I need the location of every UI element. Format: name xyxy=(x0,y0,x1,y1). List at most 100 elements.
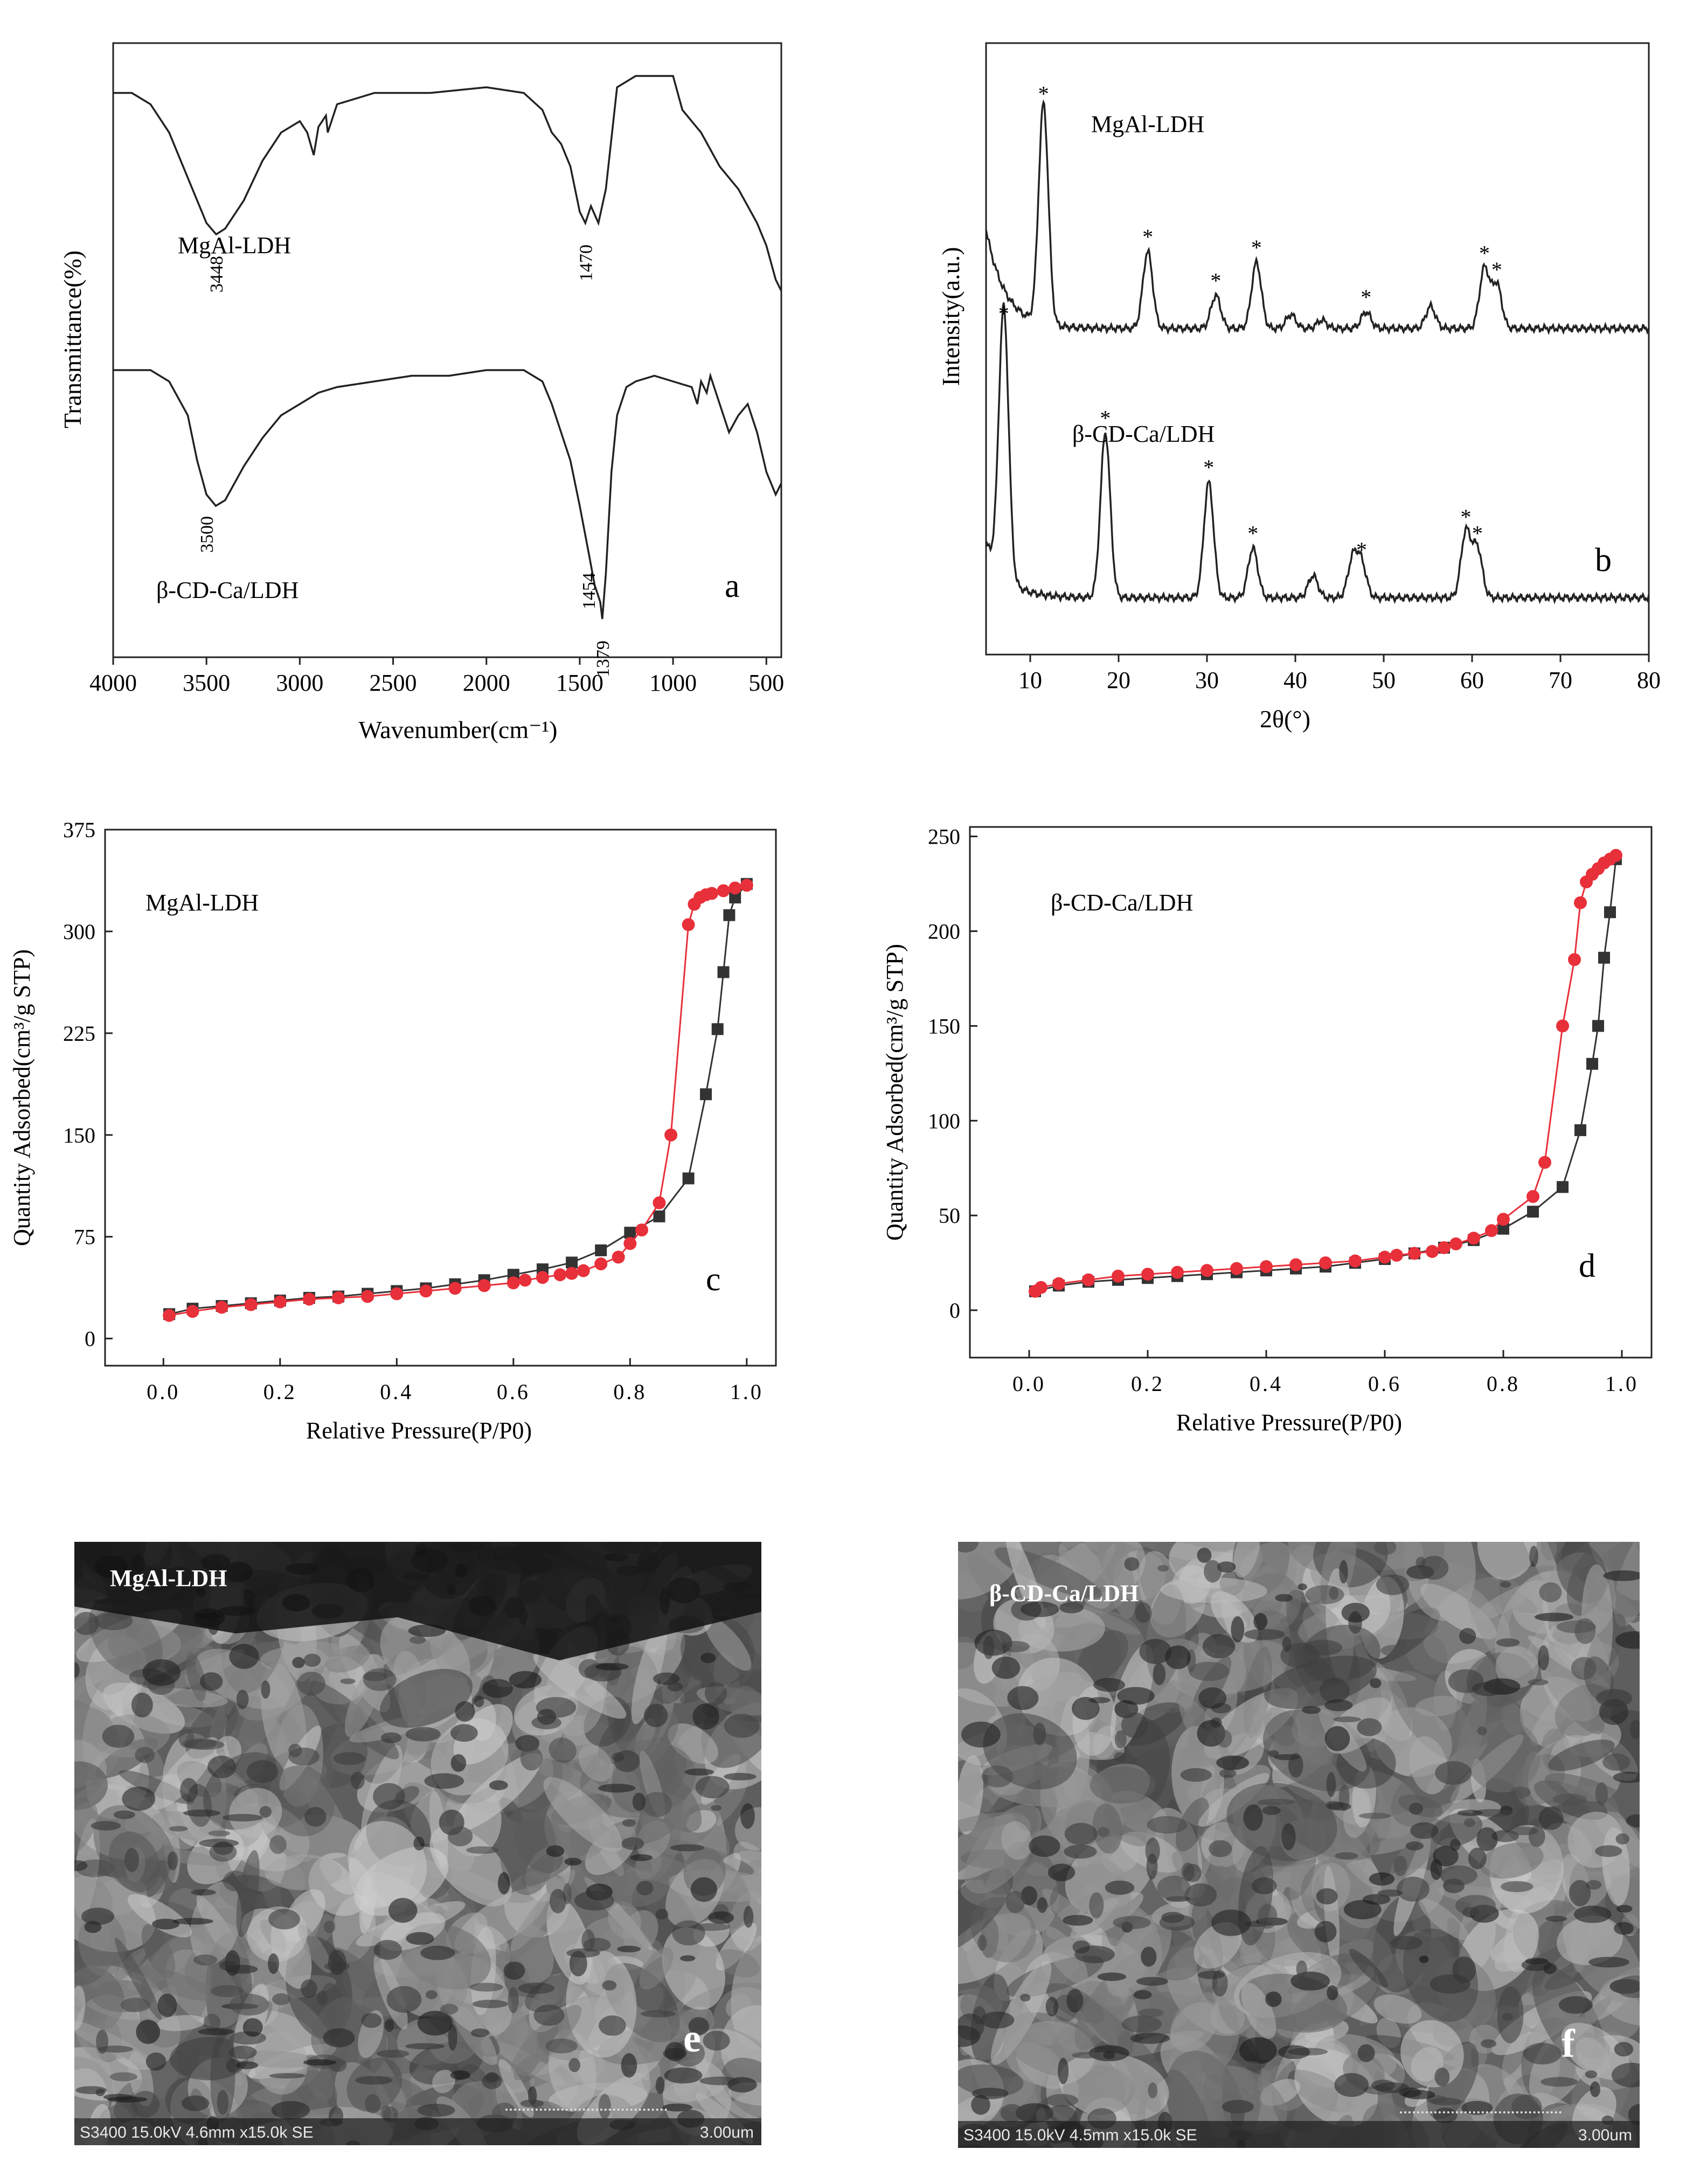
sem-image-mgal: MgAl-LDH e S3400 15.0kV 4.6mm x15.0k SE … xyxy=(74,1542,761,2145)
sem-shadow xyxy=(259,1806,272,1818)
desorption-point xyxy=(273,1295,287,1309)
sem-shadow xyxy=(417,2103,455,2117)
sem-shadow xyxy=(1216,1755,1250,1770)
sem-grain xyxy=(543,1777,623,1852)
y-tick-label: 150 xyxy=(928,1014,960,1038)
sem-shadow xyxy=(113,1810,135,1819)
sem-shadow xyxy=(124,1848,139,1872)
sem-grain xyxy=(74,1802,98,1855)
sem-shadow xyxy=(583,1938,611,1952)
sem-shadow xyxy=(991,1656,1021,1679)
x-axis-label: Relative Pressure(P/P0) xyxy=(306,1417,532,1444)
sem-shadow xyxy=(667,1682,683,1692)
sem-shadow xyxy=(1615,1833,1629,1845)
sem-shadow xyxy=(413,1837,425,1851)
sem-shadow xyxy=(1066,1596,1086,1610)
sem-shadow xyxy=(578,1659,601,1679)
desorption-point xyxy=(1485,1224,1498,1237)
sem-shadow xyxy=(568,2058,581,2072)
sem-shadow xyxy=(131,1692,153,1717)
sem-shadow xyxy=(961,1721,1001,1748)
panel-b-xrd-chart: 10 20 30 40 50 60 70 80 2θ(°) Intensity(a.u.) * * * *… xyxy=(884,0,1700,770)
desorption-point xyxy=(536,1271,549,1284)
sem-shadow xyxy=(622,1819,636,1827)
sem-shadow xyxy=(74,1662,80,1678)
sem-shadow xyxy=(380,1732,402,1743)
sem-shadow xyxy=(1290,1971,1330,1991)
sem-grain xyxy=(1292,1676,1392,1747)
sem-shadow xyxy=(1089,1892,1104,1918)
x-axis-label: 2θ(°) xyxy=(1260,705,1310,733)
sem-shadow xyxy=(184,1740,225,1750)
sem-shadow xyxy=(1502,2013,1513,2021)
adsorption-point xyxy=(729,891,741,903)
sem-grain xyxy=(1392,1671,1476,1763)
chart-title: MgAl-LDH xyxy=(145,889,259,916)
x-tick-label: 40 xyxy=(1283,667,1307,693)
sem-shadow xyxy=(406,1932,434,1945)
sem-shadow xyxy=(167,1851,178,1870)
sem-shadow xyxy=(1376,1574,1410,1595)
sem-shadow xyxy=(207,1755,236,1778)
panel-a-ftir-chart: 4000 3500 3000 2500 2000 1500 1000 500 Wavenumbe… xyxy=(0,0,808,770)
sem-shadow xyxy=(1114,1730,1127,1749)
sem-shadow xyxy=(621,2053,637,2078)
sem-shadow xyxy=(1343,1900,1382,1919)
sem-shadow xyxy=(1357,1718,1382,1736)
sem-shadow xyxy=(381,2105,391,2122)
sem-shadow xyxy=(655,2076,665,2094)
sem-grain xyxy=(1233,1542,1260,1578)
y-tick-label: 75 xyxy=(74,1225,95,1249)
sem-grain xyxy=(453,1753,542,1832)
sem-shadow xyxy=(664,2067,703,2084)
y-tick-label: 0 xyxy=(85,1327,95,1351)
sem-shadow xyxy=(1244,1629,1285,1640)
x-axis-label: Wavenumber(cm⁻¹) xyxy=(359,716,558,743)
sem-shadow xyxy=(1501,1881,1534,1893)
x-tick-label: 0.4 xyxy=(1250,1372,1283,1396)
sem-shadow xyxy=(1326,1801,1344,1810)
desorption-point xyxy=(717,884,730,898)
adsorption-point xyxy=(595,1244,607,1256)
sem-shadow xyxy=(1380,1644,1409,1657)
peak-annotation: 1379 xyxy=(593,641,613,677)
x-tick-label: 3000 xyxy=(276,670,323,696)
sem-shadow xyxy=(222,1814,263,1822)
sem-shadow xyxy=(1435,1761,1472,1785)
sem-shadow xyxy=(1305,1585,1344,1604)
ftir-chart-svg: 4000 3500 3000 2500 2000 1500 1000 500 Wavenumbe… xyxy=(59,42,784,743)
sem-shadow xyxy=(1047,1863,1075,1882)
sem-shadow xyxy=(1434,2067,1450,2086)
sem-shadow xyxy=(695,1776,730,1799)
sem-shadow xyxy=(503,1962,525,1980)
sem-grain xyxy=(1418,1897,1469,1940)
sem-grain xyxy=(1544,1773,1634,1813)
sem-shadow xyxy=(1433,1846,1459,1867)
sem-shadow xyxy=(684,1768,714,1776)
x-tick-label: 0.4 xyxy=(380,1380,413,1404)
sem-shadow xyxy=(1510,1786,1531,1799)
x-tick-label: 60 xyxy=(1460,667,1484,693)
sem-shadow xyxy=(75,2086,107,2095)
sem-shadow xyxy=(1145,1838,1160,1864)
adsorption-point xyxy=(653,1210,665,1222)
sem-shadow xyxy=(1072,2051,1101,2058)
sem-shadow xyxy=(1157,1875,1191,1901)
sem-shadow xyxy=(271,2100,310,2119)
sem-grain xyxy=(74,1985,86,2030)
sem-grain xyxy=(715,1949,760,1978)
desorption-point xyxy=(419,1284,433,1298)
sem-shadow xyxy=(1393,1855,1407,1876)
sem-shadow xyxy=(136,2020,161,2044)
sem-shadow xyxy=(971,2095,990,2115)
desorption-point xyxy=(1289,1258,1302,1271)
sem-shadow xyxy=(537,1708,557,1725)
sem-shadow xyxy=(1198,1687,1227,1709)
sem-grain xyxy=(958,1542,1023,1599)
x-tick-label: 10 xyxy=(1018,667,1042,693)
sem-shadow xyxy=(1334,2073,1369,2097)
xrd-pattern-bcd xyxy=(985,302,1650,604)
desorption-point xyxy=(1526,1190,1539,1203)
panel-label-b: b xyxy=(1595,542,1612,579)
sem-shadow xyxy=(1556,1620,1596,1633)
